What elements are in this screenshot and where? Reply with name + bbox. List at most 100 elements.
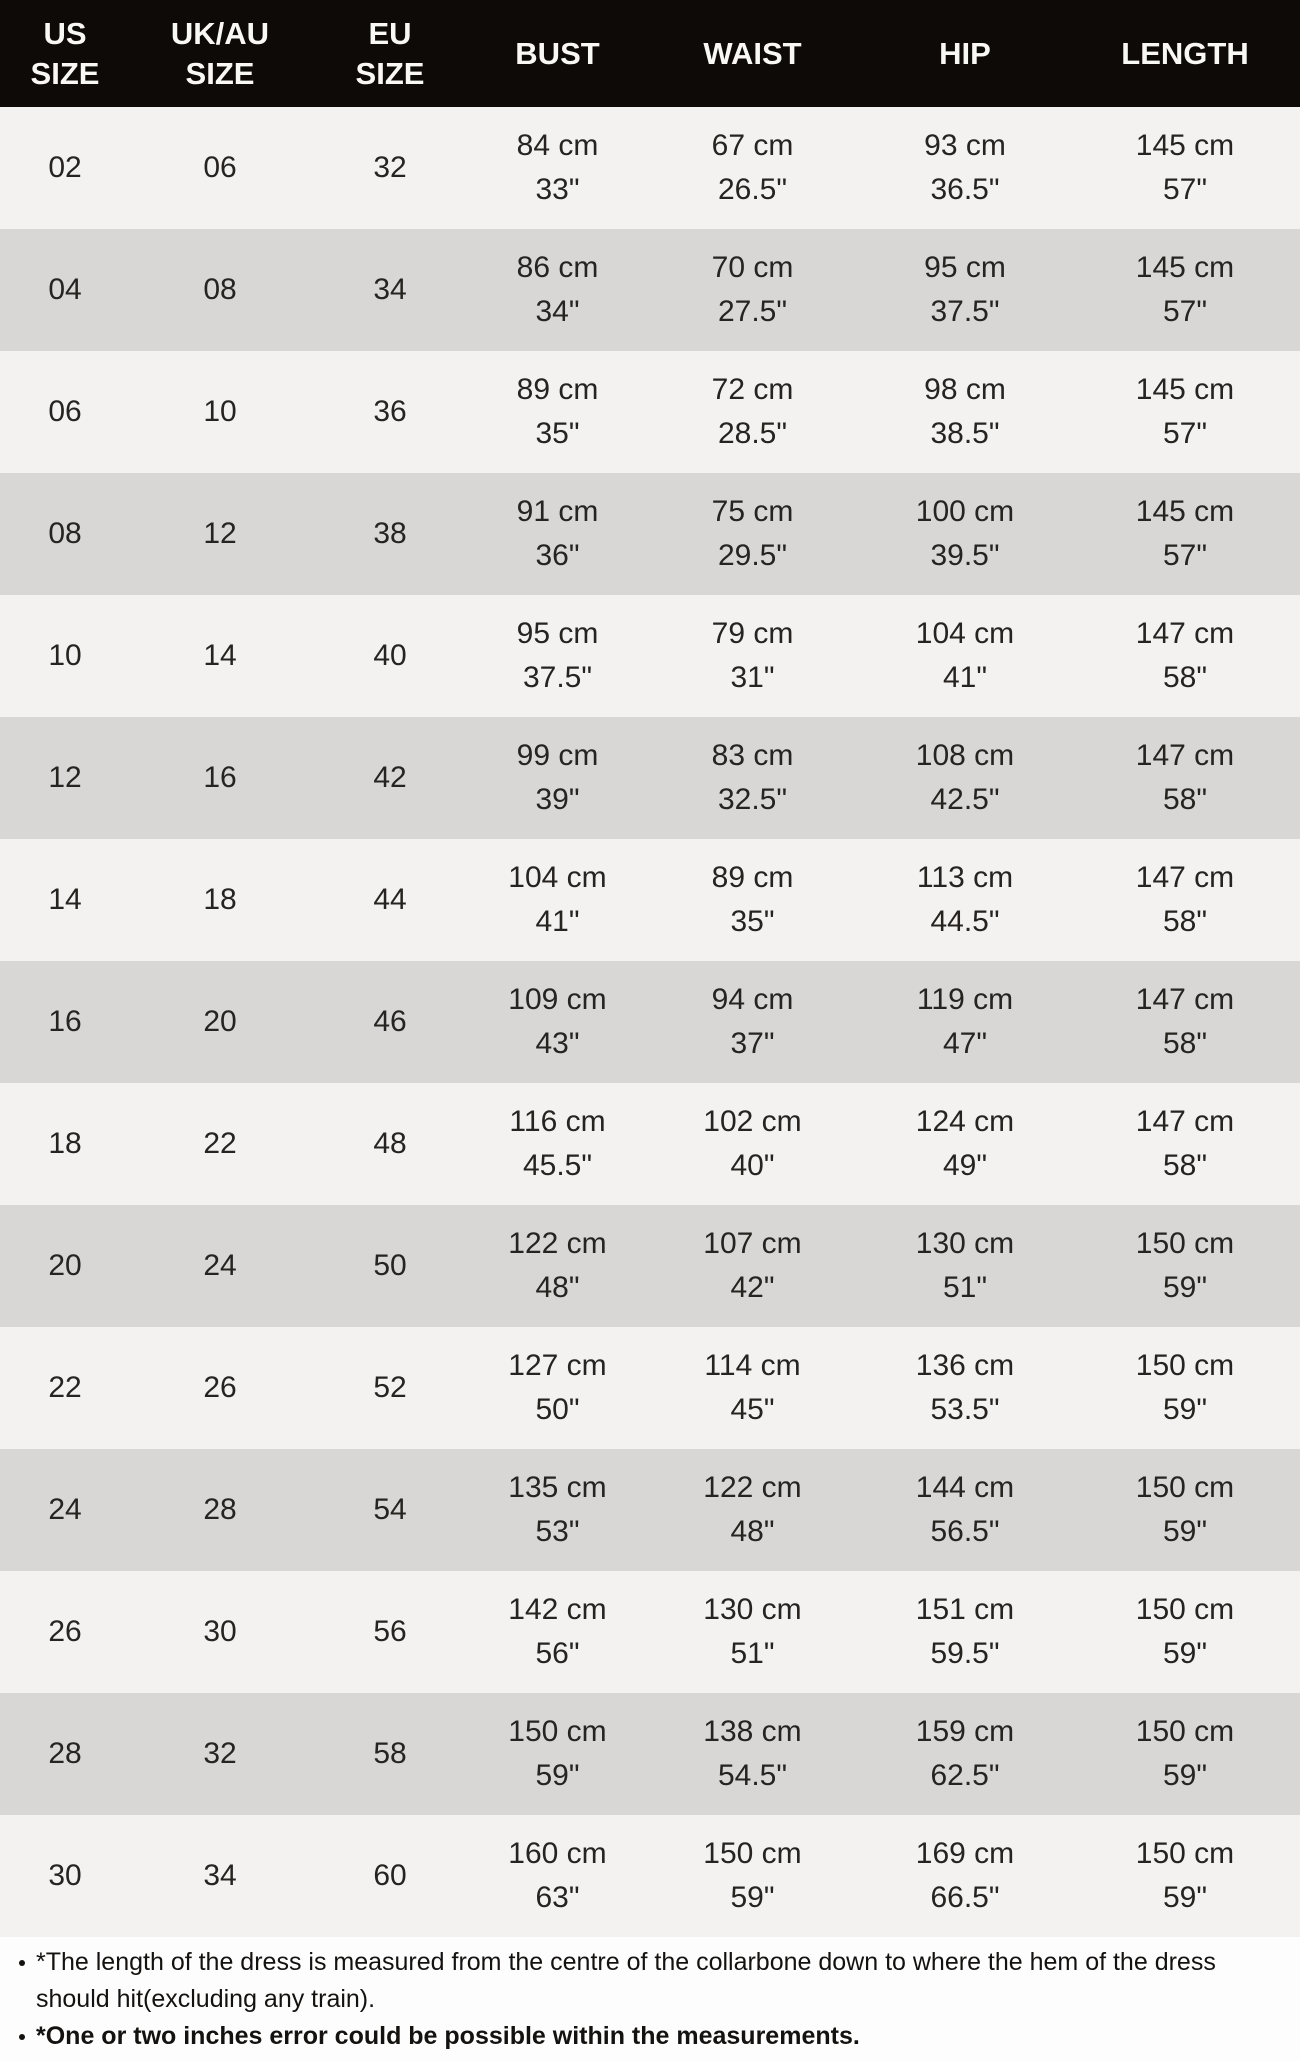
cell-uk-au-size: 34 [203, 1859, 237, 1892]
cell-us-size: 28 [48, 1737, 82, 1770]
table-row: 14 18 44 104 cm 41" 89 cm 35" 113 cm 44.… [0, 839, 1300, 961]
cell-bust: 99 cm 39" [516, 739, 599, 816]
cell-us-size: 02 [48, 151, 82, 184]
cell-uk-au-size: 18 [203, 883, 237, 916]
table-row: 30 34 60 160 cm 63" 150 cm 59" 169 cm 66… [0, 1815, 1300, 1937]
cell-bust: 116 cm 45.5" [509, 1105, 606, 1182]
column-header-length: LENGTH [1070, 0, 1300, 107]
cell-uk-au-size: 14 [203, 639, 237, 672]
cell-length: 150 cm 59" [1135, 1715, 1235, 1792]
cell-bust: 86 cm 34" [516, 251, 599, 328]
column-header-bust: BUST [470, 0, 645, 107]
footnote-error-margin: *One or two inches error could be possib… [12, 2018, 1284, 2055]
cell-length: 150 cm 59" [1135, 1349, 1235, 1426]
cell-waist: 75 cm 29.5" [711, 495, 794, 572]
cell-uk-au-size: 32 [203, 1737, 237, 1770]
cell-length: 150 cm 59" [1135, 1227, 1235, 1304]
cell-hip: 104 cm 41" [915, 617, 1015, 694]
cell-us-size: 22 [48, 1371, 82, 1404]
cell-bust: 122 cm 48" [508, 1227, 607, 1304]
cell-length: 147 cm 58" [1135, 739, 1235, 816]
table-row: 22 26 52 127 cm 50" 114 cm 45" 136 cm 53… [0, 1327, 1300, 1449]
cell-uk-au-size: 24 [203, 1249, 237, 1282]
cell-waist: 114 cm 45" [704, 1349, 801, 1426]
table-row: 02 06 32 84 cm 33" 67 cm 26.5" 93 cm 36.… [0, 107, 1300, 229]
footnote-length-measurement: *The length of the dress is measured fro… [12, 1944, 1284, 2018]
cell-bust: 91 cm 36" [516, 495, 599, 572]
cell-eu-size: 58 [373, 1737, 407, 1770]
cell-bust: 160 cm 63" [508, 1837, 607, 1914]
cell-eu-size: 50 [373, 1249, 407, 1282]
cell-waist: 122 cm 48" [703, 1471, 802, 1548]
cell-bust: 89 cm 35" [516, 373, 599, 450]
cell-bust: 127 cm 50" [508, 1349, 607, 1426]
cell-bust: 104 cm 41" [508, 861, 607, 938]
cell-us-size: 08 [48, 517, 82, 550]
column-header-us-size: US SIZE [0, 0, 130, 107]
cell-length: 147 cm 58" [1135, 983, 1235, 1060]
cell-eu-size: 44 [373, 883, 407, 916]
cell-length: 147 cm 58" [1135, 1105, 1235, 1182]
table-row: 18 22 48 116 cm 45.5" 102 cm 40" 124 cm … [0, 1083, 1300, 1205]
cell-hip: 98 cm 38.5" [924, 373, 1006, 450]
size-table-header: US SIZE UK/AU SIZE EU SIZE BUST WAIST HI… [0, 0, 1300, 107]
cell-us-size: 18 [48, 1127, 82, 1160]
table-row: 04 08 34 86 cm 34" 70 cm 27.5" 95 cm 37.… [0, 229, 1300, 351]
cell-us-size: 30 [48, 1859, 82, 1892]
header-row: US SIZE UK/AU SIZE EU SIZE BUST WAIST HI… [0, 0, 1300, 107]
cell-hip: 159 cm 62.5" [915, 1715, 1015, 1792]
cell-bust: 135 cm 53" [508, 1471, 607, 1548]
cell-uk-au-size: 30 [203, 1615, 237, 1648]
cell-uk-au-size: 06 [203, 151, 237, 184]
table-row: 12 16 42 99 cm 39" 83 cm 32.5" 108 cm 42… [0, 717, 1300, 839]
cell-hip: 108 cm 42.5" [915, 739, 1015, 816]
cell-waist: 70 cm 27.5" [711, 251, 794, 328]
cell-waist: 107 cm 42" [703, 1227, 802, 1304]
cell-length: 145 cm 57" [1135, 373, 1235, 450]
cell-eu-size: 32 [373, 151, 407, 184]
cell-waist: 94 cm 37" [711, 983, 794, 1060]
cell-bust: 95 cm 37.5" [516, 617, 599, 694]
table-row: 26 30 56 142 cm 56" 130 cm 51" 151 cm 59… [0, 1571, 1300, 1693]
cell-us-size: 04 [48, 273, 82, 306]
cell-hip: 95 cm 37.5" [924, 251, 1006, 328]
table-row: 08 12 38 91 cm 36" 75 cm 29.5" 100 cm 39… [0, 473, 1300, 595]
cell-eu-size: 46 [373, 1005, 407, 1038]
cell-eu-size: 60 [373, 1859, 407, 1892]
cell-uk-au-size: 20 [203, 1005, 237, 1038]
size-table-body: 02 06 32 84 cm 33" 67 cm 26.5" 93 cm 36.… [0, 107, 1300, 1937]
cell-length: 150 cm 59" [1135, 1593, 1235, 1670]
cell-us-size: 26 [48, 1615, 82, 1648]
cell-length: 147 cm 58" [1135, 861, 1235, 938]
cell-eu-size: 54 [373, 1493, 407, 1526]
cell-length: 150 cm 59" [1135, 1837, 1235, 1914]
cell-us-size: 10 [48, 639, 82, 672]
cell-bust: 84 cm 33" [516, 129, 599, 206]
cell-us-size: 24 [48, 1493, 82, 1526]
cell-waist: 72 cm 28.5" [711, 373, 794, 450]
cell-hip: 113 cm 44.5" [916, 861, 1014, 938]
cell-hip: 100 cm 39.5" [915, 495, 1015, 572]
cell-hip: 151 cm 59.5" [915, 1593, 1015, 1670]
table-row: 20 24 50 122 cm 48" 107 cm 42" 130 cm 51… [0, 1205, 1300, 1327]
footnotes: *The length of the dress is measured fro… [0, 1937, 1300, 2061]
cell-eu-size: 34 [373, 273, 407, 306]
cell-uk-au-size: 28 [203, 1493, 237, 1526]
column-header-uk-au-size: UK/AU SIZE [130, 0, 310, 107]
cell-waist: 67 cm 26.5" [711, 129, 794, 206]
column-header-hip: HIP [860, 0, 1070, 107]
cell-eu-size: 36 [373, 395, 407, 428]
cell-hip: 93 cm 36.5" [924, 129, 1006, 206]
cell-uk-au-size: 12 [203, 517, 237, 550]
cell-length: 147 cm 58" [1135, 617, 1235, 694]
cell-hip: 144 cm 56.5" [915, 1471, 1015, 1548]
cell-length: 145 cm 57" [1135, 251, 1235, 328]
cell-waist: 83 cm 32.5" [711, 739, 794, 816]
cell-us-size: 14 [48, 883, 82, 916]
cell-us-size: 12 [48, 761, 82, 794]
cell-uk-au-size: 08 [203, 273, 237, 306]
cell-length: 150 cm 59" [1135, 1471, 1235, 1548]
cell-bust: 142 cm 56" [508, 1593, 607, 1670]
cell-uk-au-size: 16 [203, 761, 237, 794]
cell-bust: 109 cm 43" [508, 983, 607, 1060]
